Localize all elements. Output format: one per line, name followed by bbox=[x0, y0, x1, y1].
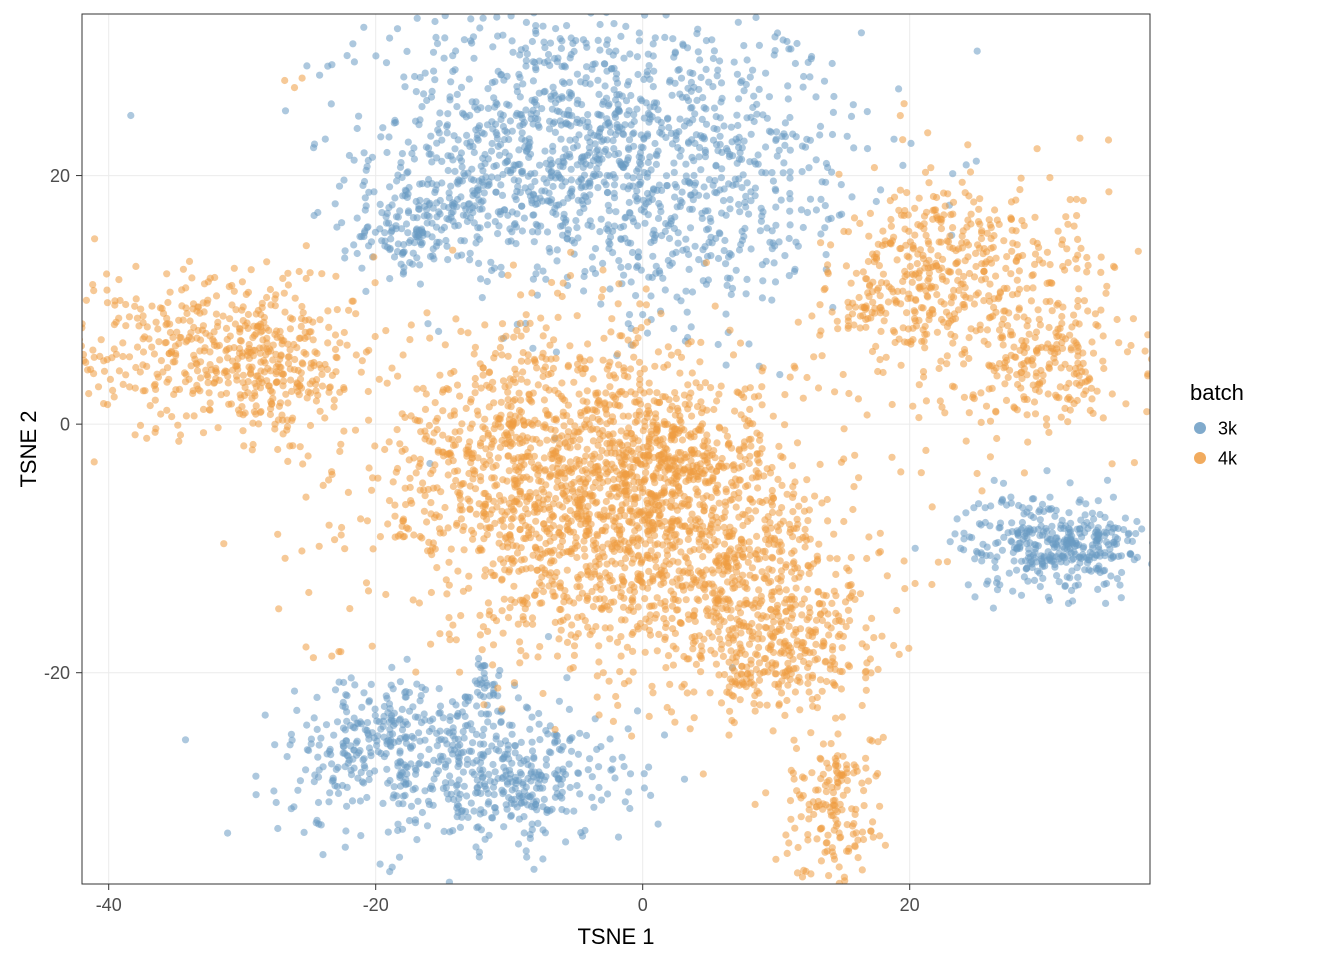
x-tick-label: 20 bbox=[900, 895, 920, 915]
x-tick-label: -40 bbox=[96, 895, 122, 915]
legend-swatch bbox=[1194, 422, 1206, 434]
tsne-scatter-chart: -40 -20 0 20 -20 0 20 TSNE 1 TSNE 2 batch 3k 4k bbox=[0, 0, 1344, 960]
x-tick-label: 0 bbox=[638, 895, 648, 915]
y-tick-label: 20 bbox=[50, 166, 70, 186]
y-tick-label: 0 bbox=[60, 414, 70, 434]
y-axis-title: TSNE 2 bbox=[16, 410, 41, 487]
y-tick-label: -20 bbox=[44, 663, 70, 683]
legend-label: 4k bbox=[1218, 448, 1238, 468]
x-axis-title: TSNE 1 bbox=[577, 924, 654, 949]
chart-svg: -40 -20 0 20 -20 0 20 TSNE 1 TSNE 2 batch 3k 4k bbox=[0, 0, 1344, 960]
legend-swatch bbox=[1194, 452, 1206, 464]
legend-title: batch bbox=[1190, 380, 1244, 405]
legend-label: 3k bbox=[1218, 418, 1238, 438]
x-tick-label: -20 bbox=[363, 895, 389, 915]
